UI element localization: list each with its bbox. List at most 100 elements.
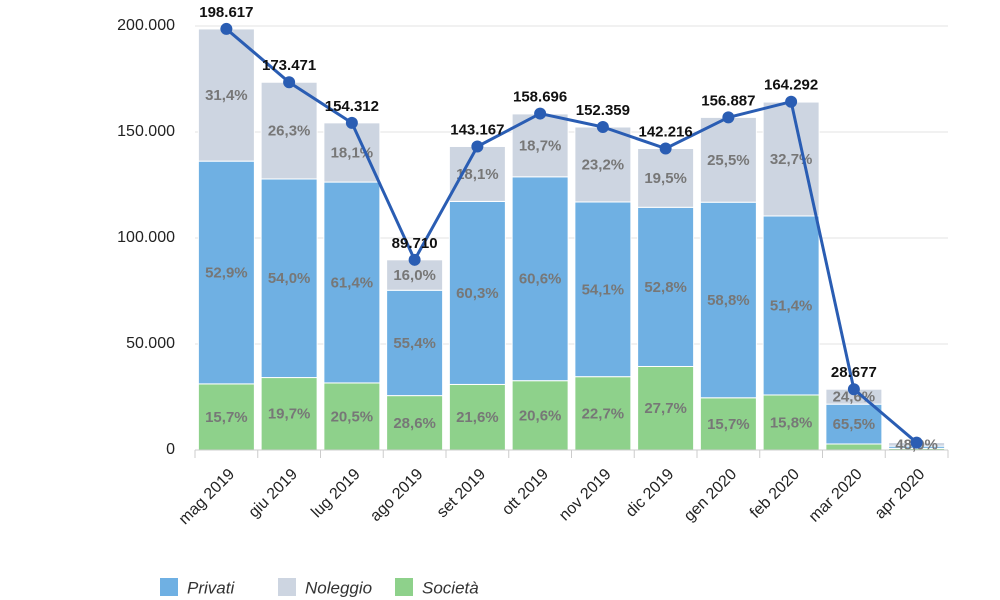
x-tick-label: giu 2019 (246, 466, 302, 522)
segment-label: 19,7% (268, 406, 311, 423)
segment-label: 18,1% (456, 166, 499, 183)
total-point (596, 120, 609, 133)
bar-segment (699, 397, 757, 451)
bar-segment (511, 380, 569, 451)
total-label: 28.677 (831, 364, 877, 381)
segment-label: 55,4% (393, 335, 436, 352)
total-point (847, 383, 860, 396)
bar-segment (323, 382, 381, 451)
total-label: 143.167 (450, 121, 504, 138)
bar-segment (448, 200, 506, 385)
segment-label: 15,8% (770, 414, 813, 431)
bar-segment (323, 181, 381, 384)
segment-label: 24,6% (833, 389, 876, 406)
bar-segment (825, 403, 883, 445)
total-point (722, 111, 735, 124)
bar-segment (825, 443, 883, 451)
segment-label: 54,1% (582, 281, 625, 298)
bar-segment (574, 201, 632, 378)
segment-label: 23,2% (582, 156, 625, 173)
segment-label: 58,8% (707, 292, 750, 309)
x-tick-label: mar 2020 (806, 466, 866, 526)
segment-label: 28,6% (393, 415, 436, 432)
segment-label: 21,6% (456, 409, 499, 426)
x-tick-label: feb 2020 (747, 466, 803, 522)
segment-label: 60,6% (519, 271, 562, 288)
bar-segment (260, 81, 318, 180)
bar-segment (699, 201, 757, 399)
bar-segment (637, 365, 695, 451)
bar-segment (260, 178, 318, 379)
y-tick-label: 150.000 (117, 123, 175, 140)
segment-label: 20,5% (331, 408, 374, 425)
bar-segment (637, 148, 695, 208)
segment-label: 27,7% (644, 400, 687, 417)
x-tick-label: set 2019 (434, 466, 490, 522)
segment-label: 52,8% (644, 279, 687, 296)
legend-label: Noleggio (305, 578, 372, 597)
segment-label: 31,4% (205, 87, 248, 104)
legend-label: Privati (187, 578, 235, 597)
bar-segment (197, 160, 255, 385)
segment-label: 52,9% (205, 264, 248, 281)
x-tick-label: nov 2019 (556, 466, 615, 525)
segment-label: 18,7% (519, 137, 562, 154)
x-tick-label: ago 2019 (367, 466, 426, 525)
segment-label: 22,7% (582, 405, 625, 422)
bar-segment (511, 176, 569, 382)
segment-label: 54,0% (268, 270, 311, 287)
x-tick-label: dic 2019 (623, 466, 678, 521)
legend-label: Società (422, 578, 479, 597)
total-label: 173.471 (262, 57, 316, 74)
total-label: 198.617 (199, 4, 253, 21)
y-tick-label: 50.000 (126, 335, 175, 352)
bar-segment (574, 376, 632, 451)
total-line (225, 27, 918, 444)
y-tick-label: 200.000 (117, 17, 175, 34)
total-point (283, 76, 296, 89)
y-tick-label: 0 (166, 441, 175, 458)
total-point (534, 107, 547, 120)
x-tick-label: ott 2019 (499, 466, 552, 519)
total-point (220, 22, 233, 35)
total-label: 142.216 (639, 123, 693, 140)
segment-label: 15,7% (205, 409, 248, 426)
total-point (785, 95, 798, 108)
segment-label: 26,3% (268, 123, 311, 140)
segment-label: 51,4% (770, 297, 813, 314)
x-tick-label: lug 2019 (308, 466, 364, 522)
total-label: 164.292 (764, 77, 818, 94)
x-tick-label: apr 2020 (872, 466, 929, 523)
bar-segment (386, 289, 444, 397)
bar-segment (699, 116, 757, 203)
segment-label: 60,3% (456, 285, 499, 302)
bar-segment (448, 145, 506, 202)
bar-segment (762, 215, 820, 396)
segment-label: 15,7% (707, 416, 750, 433)
total-point (910, 436, 923, 449)
y-tick-label: 100.000 (117, 229, 175, 246)
total-label: 152.359 (576, 102, 630, 119)
segment-label: 16,0% (393, 267, 436, 284)
bar-segment (386, 395, 444, 451)
legend-swatch (278, 578, 296, 596)
x-tick-label: mag 2019 (176, 466, 238, 528)
total-point (345, 116, 358, 129)
segment-label: 25,5% (707, 152, 750, 169)
total-label: 156.887 (701, 92, 755, 109)
total-label: 89.710 (392, 235, 438, 252)
total-label: 158.696 (513, 89, 567, 106)
total-point (471, 140, 484, 153)
bar-segment (197, 383, 255, 451)
bar-segment (637, 206, 695, 367)
total-point (659, 142, 672, 155)
legend-swatch (160, 578, 178, 596)
bar-segment (762, 394, 820, 451)
x-tick-label: gen 2020 (681, 466, 740, 525)
segment-label: 19,5% (644, 170, 687, 187)
segment-label: 20,6% (519, 407, 562, 424)
total-point (408, 253, 421, 266)
segment-label: 61,4% (331, 274, 374, 291)
legend-swatch (395, 578, 413, 596)
